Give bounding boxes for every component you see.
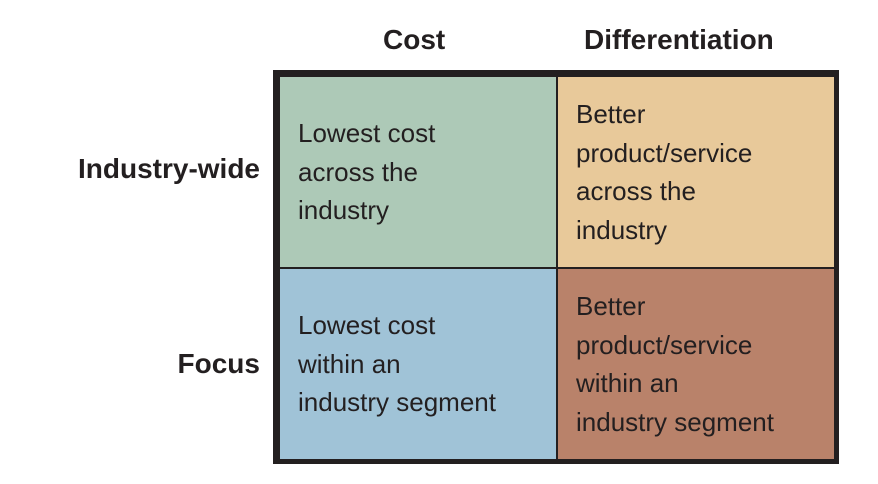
cell-text-line: within an	[298, 348, 401, 379]
cell-differentiation-focus: Better product/service within an industr…	[558, 269, 834, 459]
cell-text-line: Better	[576, 99, 646, 129]
cell-text-line: within an	[576, 368, 679, 398]
column-header-differentiation: Differentiation	[584, 24, 774, 55]
cell-text-line: Better	[576, 291, 646, 321]
row-header-industry-wide: Industry-wide	[77, 153, 260, 184]
cell-text-line: product/service	[576, 137, 753, 168]
column-header-cost: Cost	[383, 24, 446, 55]
cell-text-line: Lowest cost	[298, 118, 436, 149]
cell-text-line: product/service	[576, 329, 753, 360]
cell-text-line: industry	[576, 214, 668, 245]
cell-cost-focus: Lowest cost within an industry segment	[280, 269, 556, 459]
cell-text-line: industry	[298, 195, 390, 226]
cell-text-line: Lowest cost	[298, 310, 436, 341]
cell-text-line: across the	[298, 156, 418, 187]
row-header-focus: Focus	[177, 348, 260, 379]
cell-text-line: industry segment	[576, 406, 774, 437]
cell-cost-industry-wide: Lowest cost across the industry	[280, 77, 556, 267]
strategy-matrix: Lowest cost across the industry Better p…	[273, 70, 839, 464]
cell-text-line: industry segment	[298, 387, 496, 418]
cell-text-line: across the	[576, 176, 696, 206]
cell-differentiation-industry-wide: Better product/service across the indust…	[558, 77, 834, 267]
